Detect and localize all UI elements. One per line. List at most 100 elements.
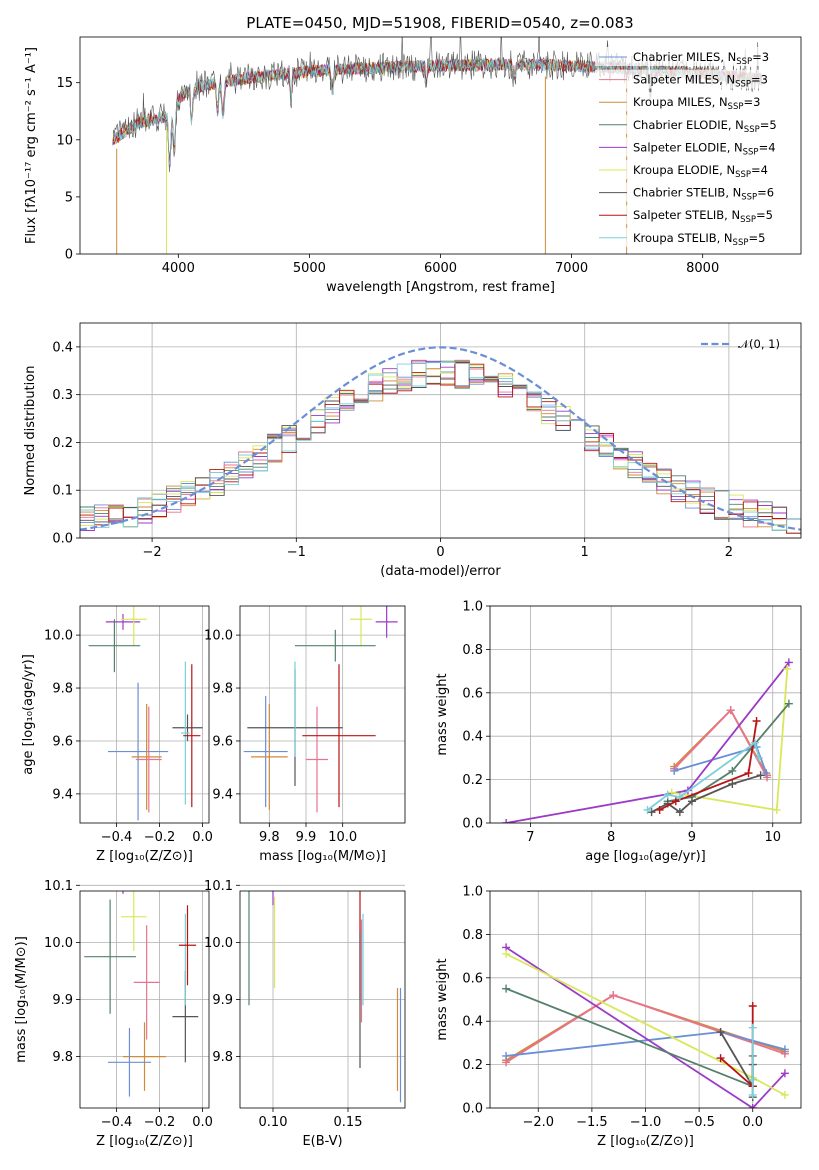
legend-background <box>595 47 795 66</box>
legend-label: Kroupa MILES, N <box>633 95 728 109</box>
error-cross-kroupa-elodie <box>120 891 147 951</box>
legend-background <box>595 205 795 225</box>
error-cross-salpeter-elodie <box>375 606 398 638</box>
x-tick-label: 0.0 <box>742 1115 763 1130</box>
x-tick-label: 7 <box>526 830 534 845</box>
mass-vs-reddening-panel: 0.10 0.15 9.8 9.9 10.0 10.1 E(B-V) <box>204 879 406 1149</box>
data-point-marker <box>643 805 652 814</box>
data-point-marker <box>748 1002 757 1011</box>
y-tick-label: 10.0 <box>44 629 73 644</box>
y-axis-label: mass weight <box>435 673 450 755</box>
legend-entry: Salpeter MILES, NSSP=3 <box>633 73 768 90</box>
error-cross-chabrier-miles <box>107 682 169 821</box>
data-point-marker <box>502 819 511 823</box>
y-tick-label: 9.6 <box>212 734 233 749</box>
y-tick-label: 10 <box>56 133 73 148</box>
legend-entry: 𝒩(0, 1) <box>738 337 780 351</box>
legend-value: =5 <box>756 208 773 222</box>
legend-subscript: SSP <box>735 170 751 180</box>
data-point-marker <box>655 805 664 814</box>
y-tick-label: 0.0 <box>52 532 73 547</box>
y-tick-label: 9.9 <box>52 993 73 1008</box>
age-vs-metallicity-panel: −0.4 −0.2 0.0 9.4 9.6 9.8 10.0 Z [log₁₀(Z/Z⊙)] a… <box>21 605 213 864</box>
data-point-marker <box>756 771 765 780</box>
data-point-marker <box>784 658 793 667</box>
x-axis-label: Z [log₁₀(Z/Z⊙)] <box>96 1134 193 1149</box>
x-tick-label: −0.4 <box>101 830 133 845</box>
data-point-marker <box>784 699 793 708</box>
y-tick-label: 0.1 <box>52 484 73 499</box>
axes-frame <box>489 605 802 824</box>
data-point-marker <box>502 949 511 958</box>
x-axis-label: E(B-V) <box>302 1134 342 1149</box>
y-tick-label: 9.8 <box>212 1050 233 1065</box>
legend-entry: Salpeter STELIB, NSSP=5 <box>633 208 773 225</box>
data-point-marker <box>748 1023 757 1032</box>
x-tick-label: 9.9 <box>296 830 317 845</box>
legend-subscript: SSP <box>741 193 757 203</box>
data-point-marker <box>716 1054 725 1063</box>
y-tick-label: 9.4 <box>212 787 233 802</box>
y-tick-label: 0.2 <box>462 773 483 788</box>
legend-background <box>595 227 795 247</box>
y-tick-label: 0.4 <box>462 730 483 745</box>
y-axis-label: Normed distribution <box>23 366 38 496</box>
y-tick-label: 10.0 <box>204 936 233 951</box>
spectrum-panel: 4000 5000 6000 7000 8000 0 5 10 15 wavelength [An… <box>24 36 802 295</box>
data-point-marker <box>754 753 763 762</box>
y-tick-label: 0.0 <box>462 1102 483 1117</box>
y-tick-label: 0.0 <box>462 817 483 832</box>
y-tick-label: 0.3 <box>52 388 73 403</box>
legend-subscript: SSP <box>740 215 756 225</box>
legend-label: Salpeter ELODIE, N <box>633 140 743 154</box>
data-point-marker <box>647 808 656 817</box>
data-point-marker <box>671 797 680 806</box>
y-tick-label: 9.9 <box>212 993 233 1008</box>
data-point-marker <box>663 790 672 799</box>
x-axis-label: mass [log₁₀(M/M⊙)] <box>259 849 386 864</box>
legend-entry: Chabrier STELIB, NSSP=6 <box>633 186 774 203</box>
data-point-marker <box>750 738 759 747</box>
legend-entry: Salpeter ELODIE, NSSP=4 <box>633 140 776 157</box>
y-tick-label: 0.2 <box>462 1058 483 1073</box>
legend-background <box>595 69 795 89</box>
data-point-marker <box>675 808 684 817</box>
y-tick-label: 0.2 <box>52 436 73 451</box>
error-cross-kroupa-stelib <box>181 661 190 805</box>
x-tick-label: 10 <box>764 830 781 845</box>
x-tick-label: 10.0 <box>328 830 357 845</box>
x-axis-label: wavelength [Angstrom, rest frame] <box>326 280 555 295</box>
y-tick-label: 0.4 <box>52 340 73 355</box>
data-point-marker <box>780 1069 789 1078</box>
error-cross-salpeter-miles <box>306 706 328 813</box>
x-tick-label: 1 <box>581 545 589 560</box>
legend-label: Chabrier STELIB, N <box>633 186 741 200</box>
error-cross-chabrier-stelib <box>172 714 203 741</box>
error-cross-salpeter-elodie <box>105 613 141 630</box>
legend-subscript: SSP <box>736 57 752 67</box>
legend-value: =5 <box>760 118 777 132</box>
x-tick-label: −1 <box>287 545 306 560</box>
y-tick-label: 0.6 <box>462 971 483 986</box>
series-line-salpeter-stelib <box>659 720 758 811</box>
x-tick-label: −0.4 <box>101 1115 133 1130</box>
axes-frame <box>239 890 406 1109</box>
y-axis-label: mass [log₁₀(M/M⊙)] <box>14 936 29 1063</box>
legend-background <box>595 137 795 157</box>
error-cross-chabrier-elodie <box>295 629 376 662</box>
y-tick-label: 9.8 <box>52 682 73 697</box>
data-point-marker <box>502 984 511 993</box>
y-tick-label: 10.0 <box>44 936 73 951</box>
series-line-salpeter-elodie <box>505 946 786 1108</box>
legend-value: =3 <box>752 50 769 64</box>
legend-entry: Kroupa ELODIE, NSSP=4 <box>633 163 768 180</box>
error-cross-kroupa-elodie <box>350 606 372 646</box>
data-point-marker <box>752 717 761 726</box>
figure-title: PLATE=0450, MJD=51908, FIBERID=0540, z=0… <box>246 14 633 32</box>
series-line-salpeter-elodie <box>506 661 790 823</box>
data-point-marker <box>744 769 753 778</box>
legend-value: =4 <box>751 163 768 177</box>
data-point-marker <box>687 797 696 806</box>
y-tick-label: 10.0 <box>204 629 233 644</box>
x-tick-label: 8000 <box>686 261 719 276</box>
